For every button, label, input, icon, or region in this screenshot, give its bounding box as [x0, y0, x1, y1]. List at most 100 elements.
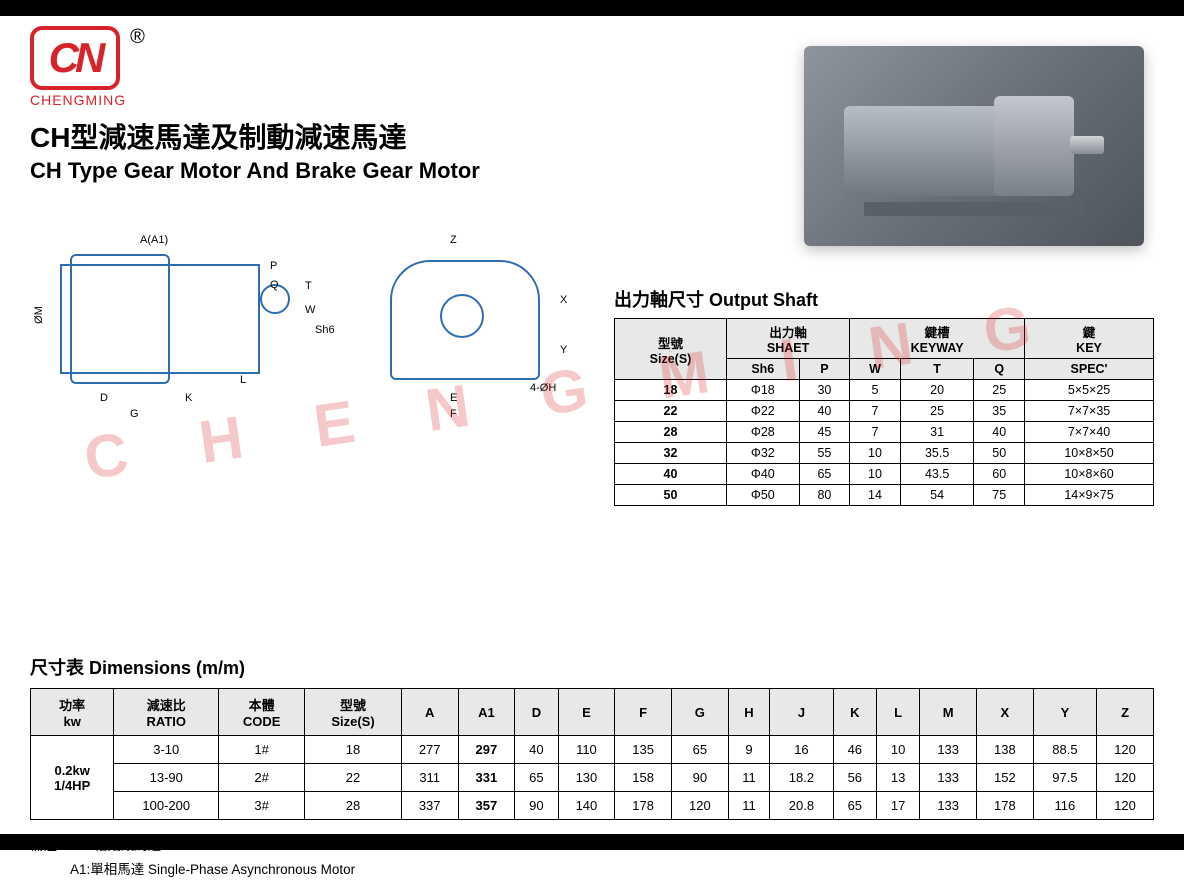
- dims-cell: 130: [558, 764, 615, 792]
- shaft-cell: 54: [900, 485, 974, 506]
- dim-label-a: A(A1): [140, 234, 168, 246]
- shaft-group-header: 鍵KEY: [1025, 319, 1154, 359]
- dims-column-header: K: [833, 689, 876, 736]
- dims-header: 本體CODE: [219, 689, 305, 736]
- output-shaft-title: 出力軸尺寸 Output Shaft: [614, 286, 1154, 312]
- note-a1: A1:單相馬達 Single-Phase Asynchronous Motor: [70, 862, 355, 877]
- dims-column-header: G: [671, 689, 728, 736]
- dim-label-d: D: [100, 392, 108, 404]
- dims-cell: 65: [515, 764, 558, 792]
- shaft-cell: 7: [850, 422, 901, 443]
- dims-cell: 10: [876, 736, 919, 764]
- dims-cell: 311: [401, 764, 458, 792]
- shaft-cell: 65: [799, 464, 850, 485]
- dims-cell: 277: [401, 736, 458, 764]
- dims-cell: 90: [671, 764, 728, 792]
- brand-logo-text: CN: [49, 34, 102, 82]
- shaft-row: 50Φ508014547514×9×75: [615, 485, 1154, 506]
- dims-cell: 17: [876, 792, 919, 820]
- dims-cell: 140: [558, 792, 615, 820]
- dim-label-k: K: [185, 392, 192, 404]
- dims-cell: 65: [833, 792, 876, 820]
- dims-column-header: A: [401, 689, 458, 736]
- dim-label-z: Z: [450, 234, 457, 246]
- dims-row: 0.2kw1/4HP3-101#182772974011013565916461…: [31, 736, 1154, 764]
- shaft-cell: 50: [615, 485, 727, 506]
- shaft-cell: 5×5×25: [1025, 380, 1154, 401]
- dims-cell: 331: [458, 764, 515, 792]
- shaft-cell: 7×7×40: [1025, 422, 1154, 443]
- shaft-row: 40Φ40651043.56010×8×60: [615, 464, 1154, 485]
- registered-mark: ®: [130, 26, 145, 49]
- shaft-cell: 7: [850, 401, 901, 422]
- dims-column-header: D: [515, 689, 558, 736]
- dims-cell: 56: [833, 764, 876, 792]
- dims-cell: 16: [770, 736, 833, 764]
- dims-cell: 11: [728, 792, 770, 820]
- shaft-cell: 22: [615, 401, 727, 422]
- dims-cell: 3#: [219, 792, 305, 820]
- shaft-cell: 30: [799, 380, 850, 401]
- brand-name: CHENGMING: [30, 92, 126, 108]
- dims-cell: 46: [833, 736, 876, 764]
- dims-cell: 120: [1097, 792, 1154, 820]
- top-black-bar: [0, 0, 1184, 16]
- dim-label-t: T: [305, 280, 312, 292]
- shaft-cell: 25: [974, 380, 1025, 401]
- dims-cell: 116: [1033, 792, 1096, 820]
- dims-power-cell: 0.2kw1/4HP: [31, 736, 114, 820]
- dims-cell: 13: [876, 764, 919, 792]
- dims-cell: 120: [1097, 736, 1154, 764]
- shaft-cell: 50: [974, 443, 1025, 464]
- shaft-cell: 10×8×60: [1025, 464, 1154, 485]
- shaft-cell: Φ40: [726, 464, 799, 485]
- shaft-subheader: Sh6: [726, 359, 799, 380]
- dims-cell: 65: [671, 736, 728, 764]
- dims-header: 功率kw: [31, 689, 114, 736]
- shaft-cell: Φ32: [726, 443, 799, 464]
- shaft-row: 22Φ2240725357×7×35: [615, 401, 1154, 422]
- page-content: CN CHENGMING ® CH型減速馬達及制動減速馬達 CH Type Ge…: [0, 16, 1184, 883]
- shaft-cell: 40: [799, 401, 850, 422]
- shaft-header-group-row: 型號Size(S)出力軸SHAET鍵槽KEYWAY鍵KEY: [615, 319, 1154, 359]
- shaft-cell: 45: [799, 422, 850, 443]
- dims-cell: 133: [920, 736, 977, 764]
- shaft-cell: Φ28: [726, 422, 799, 443]
- dims-cell: 138: [977, 736, 1034, 764]
- dim-label-g: G: [130, 408, 139, 420]
- dimensions-table: 功率kw減速比RATIO本體CODE型號Size(S)AA1DEFGHJKLMX…: [30, 688, 1154, 820]
- shaft-cell: 10: [850, 464, 901, 485]
- dims-cell: 1#: [219, 736, 305, 764]
- shaft-subheader: SPEC': [1025, 359, 1154, 380]
- shaft-cell: 32: [615, 443, 727, 464]
- dims-cell: 152: [977, 764, 1034, 792]
- dims-column-header: F: [615, 689, 672, 736]
- dims-cell: 100-200: [114, 792, 219, 820]
- dim-label-q: Q: [270, 279, 279, 291]
- shaft-cell: 35: [974, 401, 1025, 422]
- dims-cell: 18: [305, 736, 402, 764]
- dims-column-header: E: [558, 689, 615, 736]
- shaft-cell: 75: [974, 485, 1025, 506]
- dim-label-4h: 4-ØH: [530, 382, 556, 394]
- dimensions-header-row: 功率kw減速比RATIO本體CODE型號Size(S)AA1DEFGHJKLMX…: [31, 689, 1154, 736]
- shaft-cell: 7×7×35: [1025, 401, 1154, 422]
- shaft-group-header: 鍵槽KEYWAY: [850, 319, 1025, 359]
- dims-column-header: M: [920, 689, 977, 736]
- dims-cell: 20.8: [770, 792, 833, 820]
- dims-column-header: Z: [1097, 689, 1154, 736]
- shaft-cell: 28: [615, 422, 727, 443]
- technical-drawing: A(A1) P Q T W Sh6 ØM D K G L Z X Y E F 4…: [30, 224, 590, 424]
- shaft-cell: 35.5: [900, 443, 974, 464]
- dims-cell: 28: [305, 792, 402, 820]
- dims-cell: 297: [458, 736, 515, 764]
- dims-column-header: J: [770, 689, 833, 736]
- shaft-cell: 31: [900, 422, 974, 443]
- dims-header: 減速比RATIO: [114, 689, 219, 736]
- dim-label-p: P: [270, 260, 277, 272]
- dims-cell: 2#: [219, 764, 305, 792]
- dims-cell: 110: [558, 736, 615, 764]
- shaft-cell: 60: [974, 464, 1025, 485]
- shaft-cell: 80: [799, 485, 850, 506]
- shaft-group-header: 型號Size(S): [615, 319, 727, 380]
